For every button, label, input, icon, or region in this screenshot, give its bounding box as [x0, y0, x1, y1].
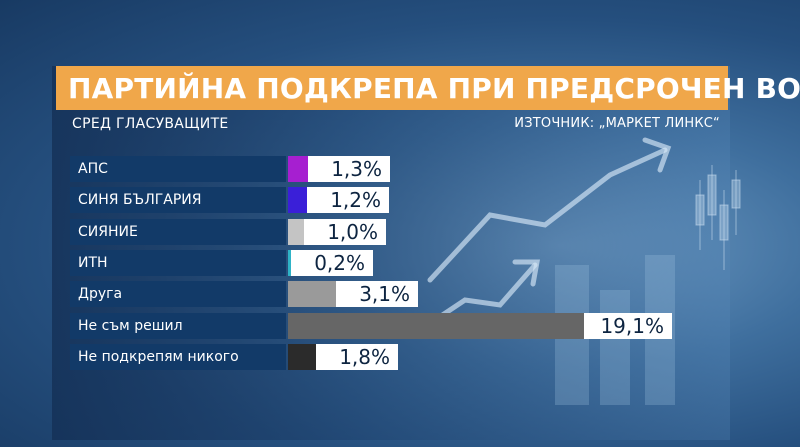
bar: [288, 313, 584, 339]
value-label: 1,2%: [307, 187, 389, 213]
category-label: Друга: [70, 281, 286, 307]
chart-title: ПАРТИЙНА ПОДКРЕПА ПРИ ПРЕДСРОЧЕН ВОТ: [56, 66, 800, 110]
category-label: Не съм решил: [70, 313, 286, 339]
bar: [288, 250, 291, 276]
bar: [288, 156, 308, 182]
category-label: СИНЯ БЪЛГАРИЯ: [70, 187, 286, 213]
category-label: ИТН: [70, 250, 286, 276]
source-label: ИЗТОЧНИК: „МАРКЕТ ЛИНКС“: [514, 116, 720, 131]
value-label: 3,1%: [336, 281, 418, 307]
bar: [288, 219, 304, 245]
value-label: 0,2%: [291, 250, 373, 276]
bar: [288, 281, 336, 307]
category-label: СИЯНИЕ: [70, 219, 286, 245]
value-label: 1,0%: [304, 219, 386, 245]
candlestick-decoration: [695, 165, 741, 270]
value-label: 19,1%: [584, 313, 672, 339]
value-label: 1,3%: [308, 156, 390, 182]
category-label: Не подкрепям никого: [70, 344, 286, 370]
bar: [288, 344, 316, 370]
chart-subtitle: СРЕД ГЛАСУВАЩИТЕ: [72, 116, 229, 132]
category-label: АПС: [70, 156, 286, 182]
bar: [288, 187, 307, 213]
value-label: 1,8%: [316, 344, 398, 370]
